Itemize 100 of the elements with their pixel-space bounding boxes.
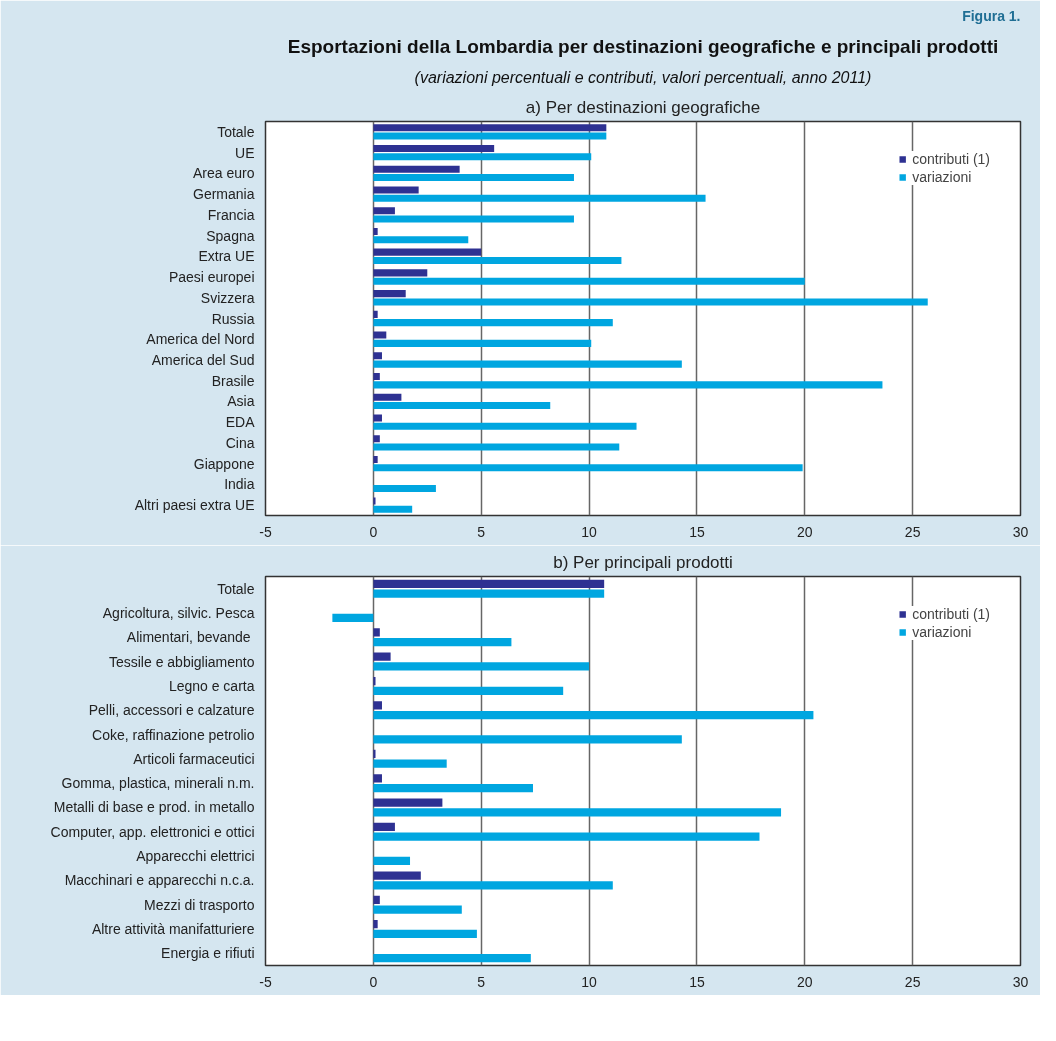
bar xyxy=(373,954,531,963)
bar xyxy=(373,236,469,244)
bar xyxy=(373,920,378,929)
bar xyxy=(373,822,395,832)
y-tick-label: Coke, raffinazione petrolio xyxy=(92,726,255,743)
bar xyxy=(373,414,382,422)
bar xyxy=(373,173,574,182)
y-tick-label: Francia xyxy=(207,206,255,223)
x-tick-label: 25 xyxy=(904,973,921,990)
bar xyxy=(373,381,883,389)
x-tick-label: 0 xyxy=(369,973,378,990)
y-tick-label: Svizzera xyxy=(200,289,255,306)
x-tick-label: 15 xyxy=(689,973,705,990)
bar xyxy=(373,248,482,256)
y-tick-label: America del Nord xyxy=(146,331,255,348)
y-tick-label: Apparecchi elettrici xyxy=(136,848,255,865)
bar xyxy=(373,871,421,880)
y-tick-label: Computer, app. elettronici e ottici xyxy=(50,823,255,840)
bar xyxy=(373,579,605,588)
x-tick-label: 10 xyxy=(581,523,598,540)
bar xyxy=(373,422,637,430)
bar xyxy=(373,402,551,410)
y-tick-label: Spagna xyxy=(206,227,255,244)
bar xyxy=(373,277,805,285)
chart-title: b) Per principali prodotti xyxy=(553,552,733,572)
bar xyxy=(373,662,590,671)
bar xyxy=(373,497,376,505)
bar xyxy=(373,298,928,306)
y-tick-label: Brasile xyxy=(211,372,255,389)
y-tick-label: Articoli farmaceutici xyxy=(133,750,255,767)
y-tick-label: Totale xyxy=(217,123,255,140)
bar xyxy=(373,774,382,783)
bar xyxy=(373,881,613,890)
y-tick-label: Altri paesi extra UE xyxy=(134,497,255,514)
bar xyxy=(373,290,406,298)
x-tick-label: 30 xyxy=(1012,523,1029,540)
bar xyxy=(373,207,395,215)
bar xyxy=(373,153,592,161)
bar xyxy=(373,735,682,744)
bar xyxy=(373,360,682,368)
y-tick-label: Pelli, accessori e calzature xyxy=(88,702,255,719)
bar xyxy=(373,443,620,451)
y-tick-label: EDA xyxy=(225,414,256,431)
x-tick-label: 20 xyxy=(797,523,813,540)
bar xyxy=(332,613,374,622)
text: (variazioni percentuali e contributi, valori percentuali, anno 2011) xyxy=(414,68,872,86)
y-tick-label: America del Sud xyxy=(151,351,255,368)
bar xyxy=(373,676,376,686)
bar xyxy=(373,319,613,327)
bar xyxy=(373,505,413,513)
y-tick-label: Altre attività manifatturiere xyxy=(91,921,255,938)
legend-label: contributi (1) xyxy=(912,606,990,622)
bar xyxy=(373,165,460,173)
bar xyxy=(373,652,391,661)
x-tick-label: 10 xyxy=(581,973,598,990)
legend-label: contributi (1) xyxy=(912,151,990,167)
text: Esportazioni della Lombardia per destinazioni geografiche e principali prodotti xyxy=(287,35,999,57)
bar xyxy=(373,186,419,194)
bar xyxy=(373,589,605,598)
bar xyxy=(373,339,592,347)
bar xyxy=(373,310,378,318)
x-tick-label: 5 xyxy=(477,523,486,540)
y-tick-label: India xyxy=(224,476,255,493)
bar xyxy=(373,194,706,202)
bar xyxy=(373,905,462,914)
bar xyxy=(373,759,447,768)
bar xyxy=(373,144,495,152)
y-tick-label: UE xyxy=(235,144,255,161)
bar xyxy=(373,701,382,710)
y-tick-label: Tessile e abbigliamento xyxy=(108,653,255,670)
y-tick-label: Germania xyxy=(193,186,255,203)
x-tick-label: 5 xyxy=(477,973,486,990)
y-tick-label: Area euro xyxy=(193,165,255,182)
bar xyxy=(373,485,436,493)
y-tick-label: Paesi europei xyxy=(168,269,255,286)
x-tick-label: -5 xyxy=(259,523,272,540)
bar xyxy=(373,686,564,695)
bar xyxy=(373,331,387,339)
bar xyxy=(373,215,574,223)
bar xyxy=(373,638,512,647)
bar xyxy=(373,455,378,464)
y-tick-label: Macchinari e apparecchi n.c.a. xyxy=(64,872,255,889)
y-tick-label: Asia xyxy=(227,393,255,410)
bar xyxy=(373,124,607,132)
bar xyxy=(373,132,607,140)
bar xyxy=(373,227,378,235)
x-tick-label: 20 xyxy=(797,973,813,990)
bar xyxy=(373,256,622,264)
bar xyxy=(373,393,402,401)
bar xyxy=(373,798,443,807)
bar xyxy=(373,783,533,793)
bar xyxy=(373,895,380,904)
x-tick-label: -5 xyxy=(259,973,272,990)
y-tick-label: Gomma, plastica, minerali n.m. xyxy=(61,775,255,792)
bar xyxy=(373,808,782,817)
bar xyxy=(373,464,803,472)
bar xyxy=(373,929,477,939)
text: Figura 1. xyxy=(962,7,1021,24)
x-tick-label: 25 xyxy=(904,523,921,540)
y-tick-label: Agricoltura, silvic. Pesca xyxy=(102,604,255,621)
